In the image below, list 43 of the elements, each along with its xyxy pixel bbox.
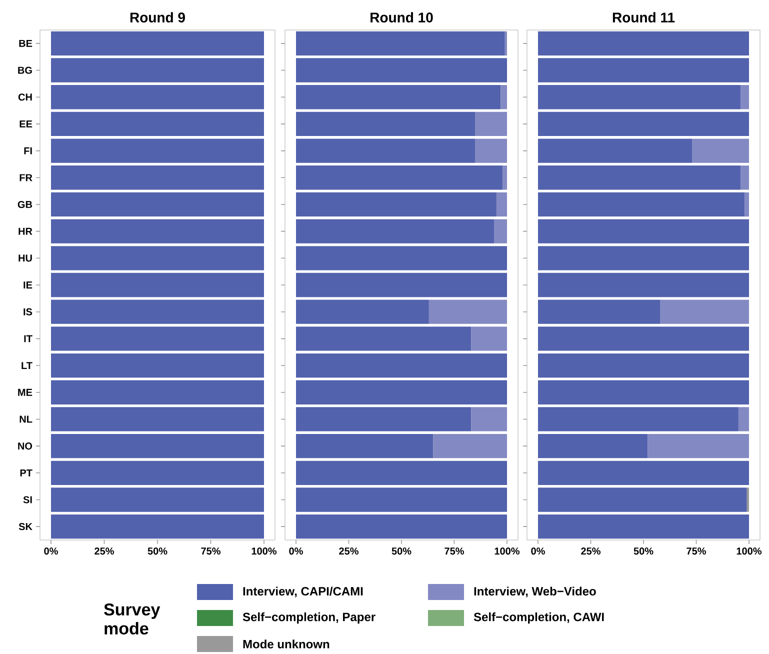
chart-title: Round 10 <box>370 12 433 22</box>
y-tick-label: HR <box>18 228 32 235</box>
legend-label: Mode unknown <box>243 640 330 648</box>
chart-title: Round 11 <box>612 12 675 22</box>
y-tick-label: FR <box>20 174 32 182</box>
y-tick-label: GB <box>18 200 32 208</box>
y-tick-label: CH <box>18 94 32 101</box>
y-tick-label: LT <box>22 362 32 369</box>
x-tick-label: 0% <box>289 548 303 555</box>
y-tick-label: BG <box>18 66 32 74</box>
x-tick-label: 75% <box>444 548 464 555</box>
y-tick-label: PT <box>20 469 32 476</box>
x-tick-label: 0% <box>44 548 58 555</box>
legend-label: Self−completion, Paper <box>242 612 376 624</box>
y-tick-label: SI <box>23 496 32 504</box>
y-tick-label: SK <box>18 523 32 530</box>
x-tick-label: 100% <box>494 548 520 555</box>
x-tick-label: 50% <box>634 548 654 555</box>
x-tick-label: 25% <box>339 548 358 555</box>
y-tick-label: NO <box>18 442 32 450</box>
legend-title: Survey mode <box>104 603 160 635</box>
x-tick-label: 100% <box>736 548 762 555</box>
y-tick-label: FI <box>24 147 32 154</box>
x-tick-label: 75% <box>201 548 220 555</box>
y-tick-label: BE <box>19 40 32 47</box>
x-tick-label: 0% <box>531 548 545 555</box>
y-tick-label: EE <box>20 120 32 128</box>
y-tick-label: HU <box>18 254 32 262</box>
x-tick-label: 25% <box>94 548 114 555</box>
y-tick-label: IS <box>24 308 32 316</box>
y-tick-label: IE <box>24 282 32 288</box>
x-tick-label: 50% <box>148 548 168 555</box>
y-tick-label: IT <box>24 335 32 342</box>
legend-label: Self−completion, CAWI <box>474 612 604 624</box>
legend-label: Interview, CAPI/CAMI <box>243 586 363 598</box>
y-tick-label: ME <box>18 388 32 396</box>
x-tick-label: 100% <box>252 548 277 555</box>
x-tick-label: 50% <box>392 548 412 555</box>
chart-title: Round 9 <box>130 12 185 22</box>
legend-label: Interview, Web−Video <box>474 586 596 598</box>
x-tick-label: 75% <box>686 548 706 555</box>
y-tick-label: NL <box>20 416 32 423</box>
x-tick-label: 25% <box>581 548 600 555</box>
